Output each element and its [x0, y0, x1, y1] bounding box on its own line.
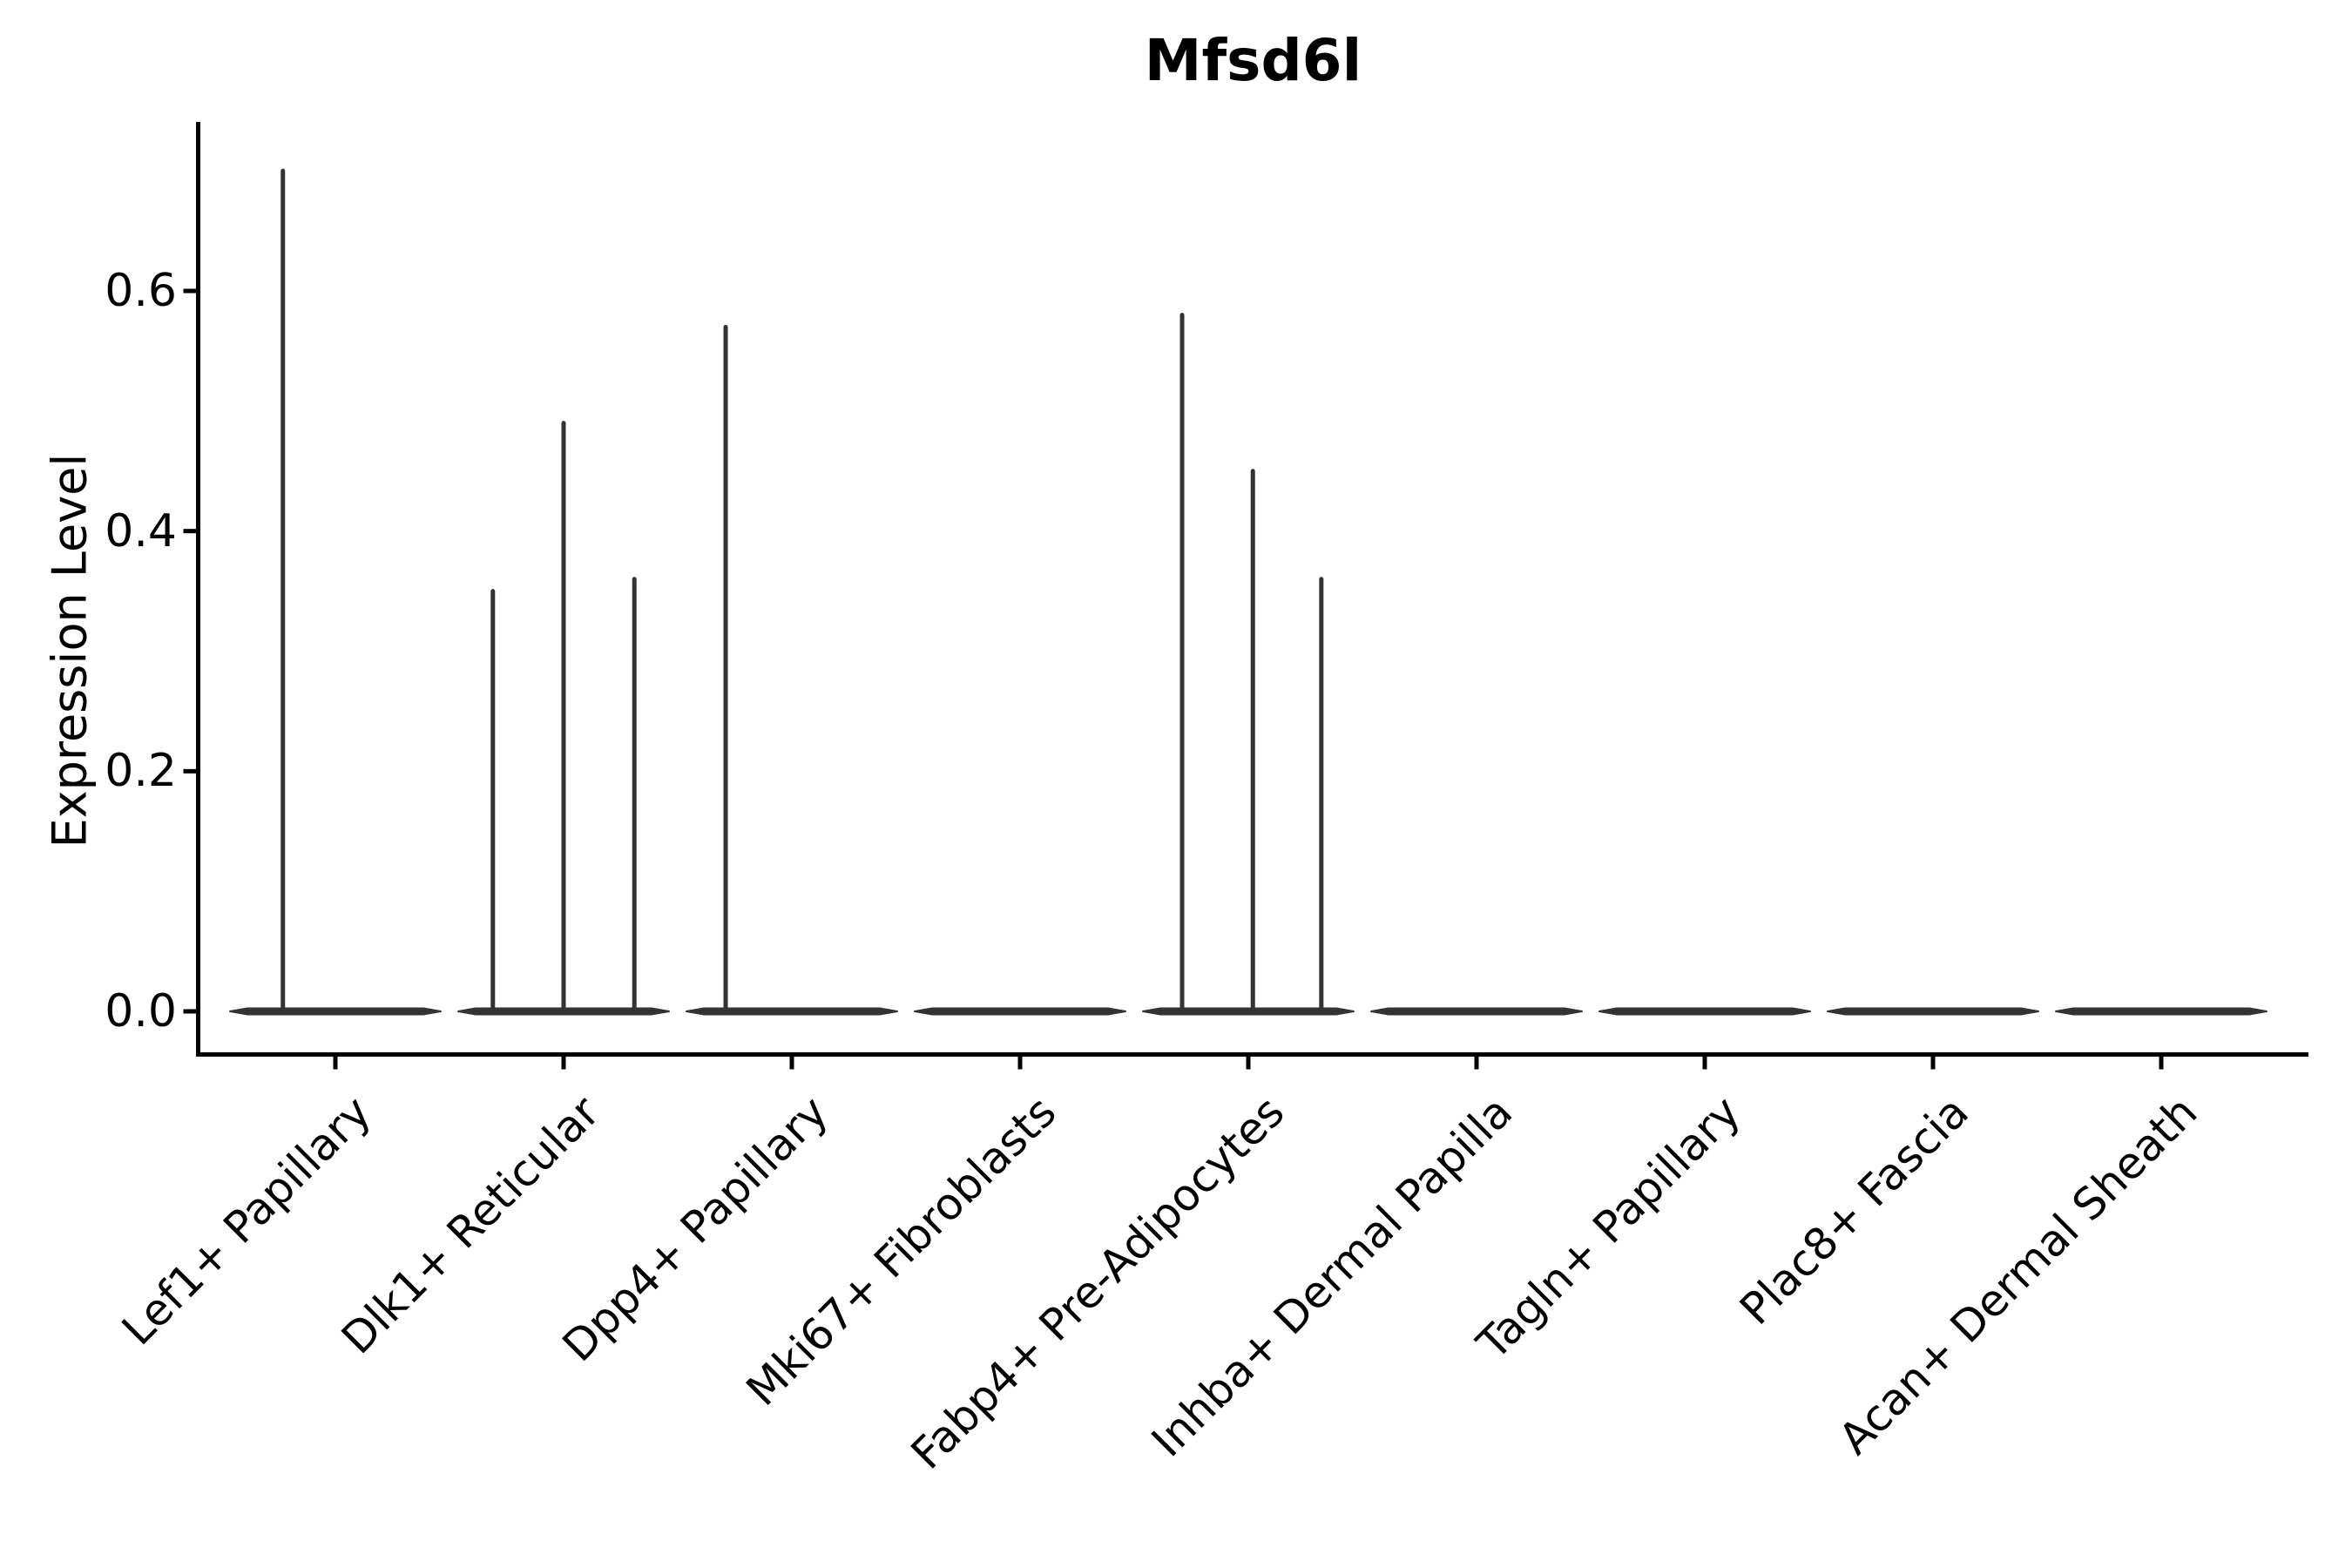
violin-baseline	[914, 1007, 1126, 1016]
violin-baseline	[1142, 1007, 1355, 1016]
violin-baseline	[1598, 1007, 1811, 1016]
y-tick-label-0.4: 0.4	[105, 505, 177, 558]
violin-baseline	[2055, 1007, 2268, 1016]
y-tick-label-0.0: 0.0	[105, 985, 177, 1037]
y-tick-label-0.2: 0.2	[105, 745, 177, 797]
y-tick-label-0.6: 0.6	[105, 265, 177, 317]
violin-baseline	[686, 1007, 898, 1016]
chart-title: Mfsd6l	[1144, 27, 1362, 94]
violin-baseline	[229, 1007, 442, 1016]
violin-baseline	[1827, 1007, 2039, 1016]
violin-baseline	[1370, 1007, 1583, 1016]
